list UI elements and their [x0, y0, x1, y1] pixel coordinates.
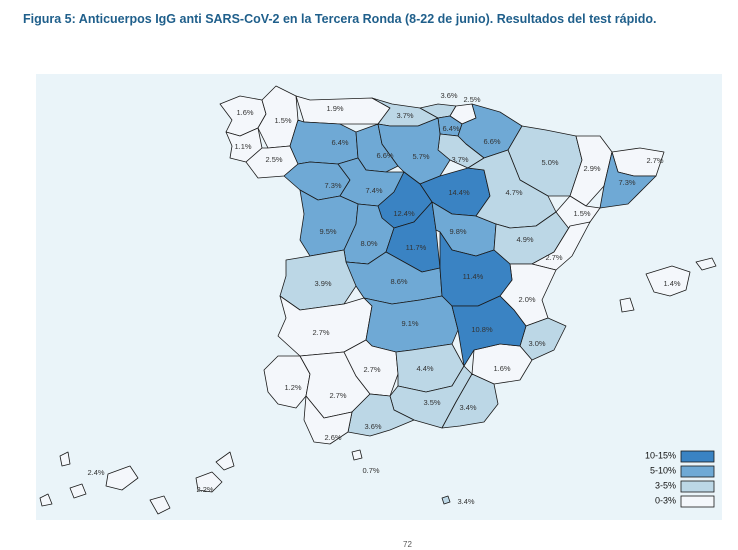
province-label-granada: 3.5%	[423, 398, 440, 407]
province-label-ciudad-real: 9.1%	[401, 319, 418, 328]
province-label-ourense: 2.5%	[265, 155, 282, 164]
province-label-melilla: 3.4%	[457, 497, 474, 506]
province-label-soria: 14.4%	[448, 188, 470, 197]
province-baleares	[619, 257, 717, 313]
province-label-huesca: 5.0%	[541, 158, 558, 167]
province-label-a-coruna: 1.6%	[236, 108, 253, 117]
legend-label: 3-5%	[655, 480, 676, 490]
legend-label: 5-10%	[650, 465, 676, 475]
province-malaga	[347, 393, 415, 437]
province-label-alicante: 3.0%	[528, 339, 545, 348]
legend-swatch	[680, 495, 715, 508]
figure-title: Figura 5: Anticuerpos IgG anti SARS-CoV-…	[23, 12, 657, 26]
province-label-caceres: 3.9%	[314, 279, 331, 288]
province-label-valladolid: 7.4%	[365, 186, 382, 195]
legend-swatch	[680, 480, 715, 493]
legend: 10-15% 5-10% 3-5% 0-3%	[645, 450, 715, 508]
province-barcelona	[599, 151, 657, 209]
province-label-tarragona: 1.5%	[573, 209, 590, 218]
province-label-sevilla: 2.7%	[329, 391, 346, 400]
province-label-barcelona: 7.3%	[618, 178, 635, 187]
province-label-las-palmas: 2.2%	[196, 485, 213, 494]
legend-swatch	[680, 450, 715, 463]
province-label-palencia: 6.6%	[376, 151, 393, 160]
province-label-malaga: 3.6%	[364, 422, 381, 431]
spain-choropleth-map: 1.6% 1.5% 1.1% 2.5% 1.9% 3.7% 3.6% 2.5% 6.4% 6.6%…	[39, 85, 717, 515]
province-label-araba: 6.4%	[442, 124, 459, 133]
province-label-baleares: 1.4%	[663, 279, 680, 288]
province-label-valencia: 2.0%	[518, 295, 535, 304]
province-label-gipuzkoa: 2.5%	[463, 95, 480, 104]
province-label-ceuta: 0.7%	[362, 466, 379, 475]
province-label-segovia: 12.4%	[393, 209, 415, 218]
province-label-navarra: 6.6%	[483, 137, 500, 146]
province-label-cantabria: 3.7%	[396, 111, 413, 120]
province-label-teruel: 4.9%	[516, 235, 533, 244]
province-label-asturias: 1.9%	[326, 104, 343, 113]
province-label-pontevedra: 1.1%	[234, 142, 251, 151]
province-label-santa-cruz-tenerife: 2.4%	[87, 468, 104, 477]
province-melilla	[441, 495, 451, 505]
province-label-jaen: 4.4%	[416, 364, 433, 373]
province-label-lleida: 2.9%	[583, 164, 600, 173]
map-panel: 1.6% 1.5% 1.1% 2.5% 1.9% 3.7% 3.6% 2.5% 6.4% 6.6%…	[36, 74, 722, 520]
province-label-guadalajara: 9.8%	[449, 227, 466, 236]
legend-label: 10-15%	[645, 450, 676, 460]
province-label-murcia: 1.6%	[493, 364, 510, 373]
province-label-castellon: 2.7%	[545, 253, 562, 262]
province-las-palmas	[149, 451, 235, 515]
province-lleida	[569, 135, 613, 207]
province-label-cuenca: 11.4%	[463, 272, 484, 281]
province-cadiz	[303, 395, 353, 445]
legend-swatch	[680, 465, 715, 478]
province-label-cadiz: 2.6%	[324, 433, 341, 442]
page-number: 72	[403, 540, 412, 549]
province-label-almeria: 3.4%	[459, 403, 476, 412]
province-label-zamora: 7.3%	[324, 181, 341, 190]
province-label-zaragoza: 4.7%	[505, 188, 522, 197]
province-albacete	[451, 295, 527, 367]
province-label-cordoba: 2.7%	[363, 365, 380, 374]
legend-label: 0-3%	[655, 495, 676, 505]
province-label-albacete: 10.8%	[471, 325, 493, 334]
province-almeria	[441, 373, 499, 429]
province-cuenca	[439, 231, 513, 307]
province-label-la-rioja: 3.7%	[451, 155, 468, 164]
province-santa-cruz-tenerife	[39, 451, 139, 507]
province-label-salamanca: 9.5%	[319, 227, 336, 236]
province-ceuta	[351, 449, 363, 461]
province-label-madrid: 11.7%	[406, 243, 427, 252]
province-label-burgos: 5.7%	[412, 152, 429, 161]
province-label-leon: 6.4%	[331, 138, 348, 147]
province-label-avila: 8.0%	[360, 239, 377, 248]
province-label-huelva: 1.2%	[284, 383, 301, 392]
province-label-lugo: 1.5%	[274, 116, 291, 125]
province-label-badajoz: 2.7%	[312, 328, 329, 337]
province-label-girona: 2.7%	[646, 156, 663, 165]
province-label-toledo: 8.6%	[390, 277, 407, 286]
province-label-bizkaia: 3.6%	[440, 91, 457, 100]
province-burgos	[377, 117, 451, 185]
